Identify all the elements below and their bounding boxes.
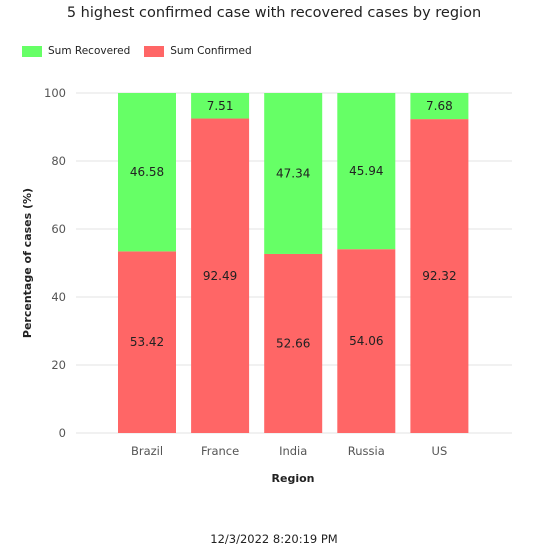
bar-confirmed-russia[interactable] xyxy=(337,249,396,433)
x-tick-label: India xyxy=(279,444,307,458)
bar-recovered-france[interactable] xyxy=(191,93,250,119)
chart-title: 5 highest confirmed case with recovered … xyxy=(66,5,482,21)
y-tick-label: 40 xyxy=(51,290,66,304)
axes: 0 20 40 60 80 100 Brazil France India Russia US xyxy=(44,86,447,458)
legend-swatch-confirmed xyxy=(144,45,165,57)
bar-confirmed-us[interactable] xyxy=(410,119,469,433)
x-axis-title: Region xyxy=(272,472,315,485)
legend-item-confirmed[interactable]: Sum Confirmed xyxy=(144,45,252,57)
x-tick-label: US xyxy=(432,444,448,458)
footer-timestamp: 12/3/2022 8:20:19 PM xyxy=(210,532,338,546)
data-label: 92.32 xyxy=(422,269,456,283)
legend-swatch-recovered xyxy=(22,45,42,57)
bar-confirmed-india[interactable] xyxy=(264,253,323,433)
data-label: 54.06 xyxy=(349,334,383,348)
chart-legend: Sum Recovered Sum Confirmed xyxy=(22,45,266,57)
y-tick-label: 80 xyxy=(51,154,66,168)
legend-label-confirmed: Sum Confirmed xyxy=(170,45,252,57)
data-label: 53.42 xyxy=(130,335,164,349)
bar-recovered-us[interactable] xyxy=(410,93,469,120)
data-label: 7.51 xyxy=(207,99,234,113)
data-labels: 53.42 46.58 92.49 7.51 52.66 47.34 54.06 45.94 9… xyxy=(130,99,457,351)
data-label: 45.94 xyxy=(349,164,383,178)
bar-recovered-india[interactable] xyxy=(264,93,323,254)
data-label: 47.34 xyxy=(276,166,310,180)
bars xyxy=(118,93,469,433)
bar-recovered-brazil[interactable] xyxy=(118,93,176,252)
y-axis-title: Percentage of cases (%) xyxy=(21,188,34,338)
bar-confirmed-brazil[interactable] xyxy=(118,251,176,433)
bar-confirmed-france[interactable] xyxy=(191,118,250,433)
y-tick-label: 20 xyxy=(51,358,66,372)
y-tick-label: 0 xyxy=(59,426,66,440)
bar-recovered-russia[interactable] xyxy=(337,93,396,250)
x-tick-label: Brazil xyxy=(131,444,163,458)
legend-label-recovered: Sum Recovered xyxy=(48,45,131,57)
x-tick-label: France xyxy=(201,444,239,458)
data-label: 7.68 xyxy=(426,99,453,113)
y-tick-label: 100 xyxy=(44,86,66,100)
data-label: 92.49 xyxy=(203,269,237,283)
y-tick-label: 60 xyxy=(51,222,66,236)
data-label: 52.66 xyxy=(276,336,310,350)
data-label: 46.58 xyxy=(130,165,164,179)
x-tick-label: Russia xyxy=(348,444,385,458)
legend-item-recovered[interactable]: Sum Recovered xyxy=(22,45,130,57)
